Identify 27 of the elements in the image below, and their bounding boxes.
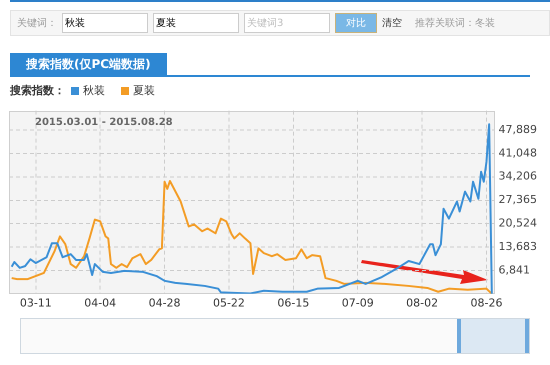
y-tick-label: 47,889 bbox=[498, 122, 538, 136]
x-tick-label: 04-04 bbox=[84, 296, 116, 310]
text: 推荐关联词：冬装 bbox=[415, 16, 495, 30]
y-tick-label: 13,683 bbox=[498, 240, 538, 253]
y-tick-label: 6,841 bbox=[498, 263, 530, 276]
x-tick-label: 08-26 bbox=[470, 296, 502, 310]
y-tick-label: 34,206 bbox=[498, 170, 538, 183]
y-tick-label: 20,524 bbox=[498, 216, 538, 230]
y-tick-label: 27,365 bbox=[498, 193, 538, 206]
legend-label: 秋装 bbox=[83, 83, 105, 98]
text: 秋装 bbox=[62, 13, 148, 33]
annotation: 2015.03.01 - 2015.08.28 bbox=[35, 117, 173, 128]
x-tick-label: 08-02 bbox=[406, 296, 438, 310]
chart-title: 搜索指数(仅PC端数据) bbox=[10, 53, 167, 75]
x-tick-label: 07-09 bbox=[342, 296, 374, 310]
text: 夏装 bbox=[153, 13, 239, 33]
text: 清空 bbox=[382, 16, 402, 30]
text: 关键词3 bbox=[244, 13, 330, 33]
x-tick-label: 05-22 bbox=[212, 296, 245, 310]
x-tick-label: 03-11 bbox=[20, 296, 52, 310]
y-tick-label: 41,048 bbox=[498, 146, 538, 160]
x-tick-label: 04-28 bbox=[148, 296, 181, 310]
text: 对比 bbox=[335, 13, 377, 33]
x-tick-label: 06-15 bbox=[277, 296, 310, 310]
legend-label: 夏装 bbox=[133, 83, 155, 98]
legend-title: 搜索指数： bbox=[10, 83, 65, 98]
text: 关键词： bbox=[17, 16, 57, 30]
